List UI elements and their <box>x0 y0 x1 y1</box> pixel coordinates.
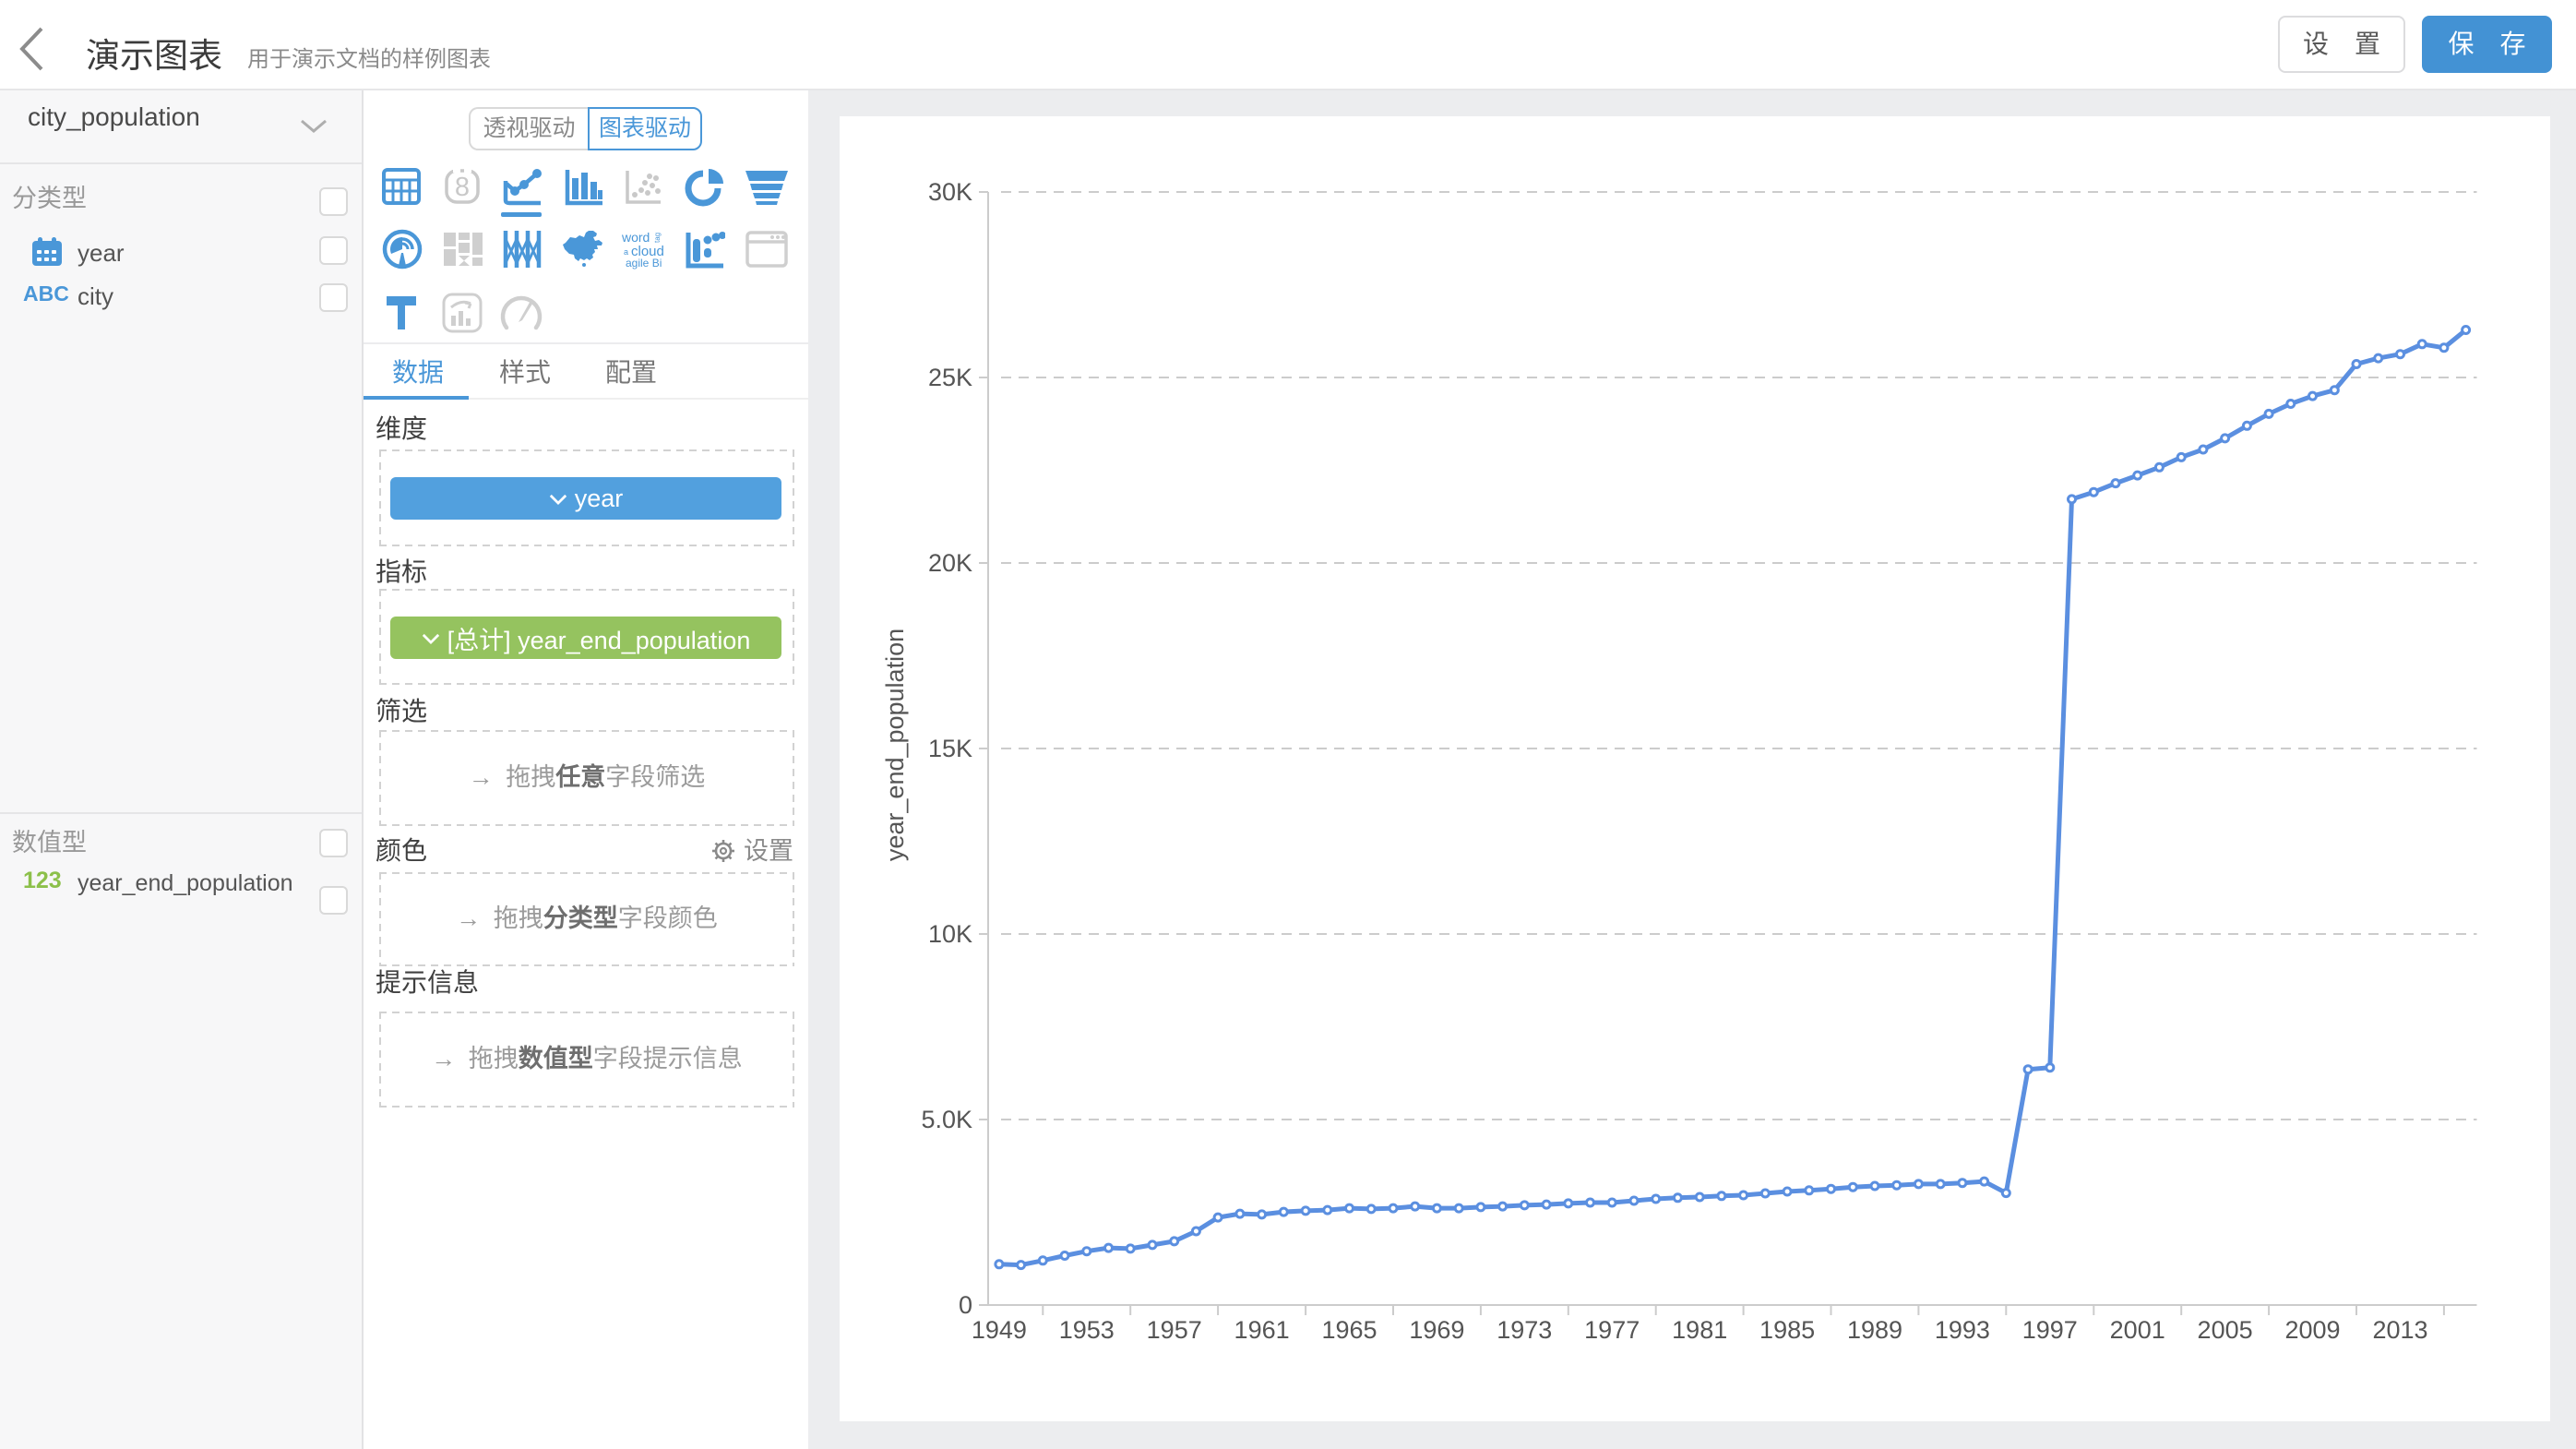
svg-text:15K: 15K <box>928 735 972 762</box>
svg-text:1977: 1977 <box>1584 1316 1640 1344</box>
svg-text:30K: 30K <box>928 178 972 206</box>
svg-text:1981: 1981 <box>1672 1316 1727 1344</box>
svg-text:2009: 2009 <box>2284 1316 2340 1344</box>
svg-text:1985: 1985 <box>1759 1316 1815 1344</box>
svg-text:tag: tag <box>653 233 662 243</box>
svg-text:2001: 2001 <box>2110 1316 2165 1344</box>
svg-text:1997: 1997 <box>2022 1316 2078 1344</box>
svg-text:0: 0 <box>959 1291 972 1319</box>
svg-text:8: 8 <box>455 173 470 202</box>
svg-text:20K: 20K <box>928 549 972 577</box>
svg-text:1957: 1957 <box>1147 1316 1202 1344</box>
svg-text:5.0K: 5.0K <box>921 1106 972 1133</box>
svg-text:1969: 1969 <box>1409 1316 1464 1344</box>
svg-text:1961: 1961 <box>1234 1316 1290 1344</box>
svg-text:agile Bi: agile Bi <box>626 257 662 269</box>
svg-text:1993: 1993 <box>1935 1316 1990 1344</box>
svg-text:2013: 2013 <box>2372 1316 2427 1344</box>
svg-text:1965: 1965 <box>1321 1316 1377 1344</box>
svg-text:1973: 1973 <box>1497 1316 1552 1344</box>
svg-text:10K: 10K <box>928 920 972 948</box>
svg-text:word: word <box>621 230 650 245</box>
svg-text:1949: 1949 <box>972 1316 1027 1344</box>
svg-text:a: a <box>624 247 628 257</box>
svg-text:1989: 1989 <box>1847 1316 1902 1344</box>
svg-text:1953: 1953 <box>1059 1316 1115 1344</box>
svg-text:year_end_population: year_end_population <box>881 629 909 861</box>
svg-text:2005: 2005 <box>2198 1316 2253 1344</box>
svg-text:25K: 25K <box>928 364 972 391</box>
svg-text:cloud: cloud <box>631 244 664 259</box>
